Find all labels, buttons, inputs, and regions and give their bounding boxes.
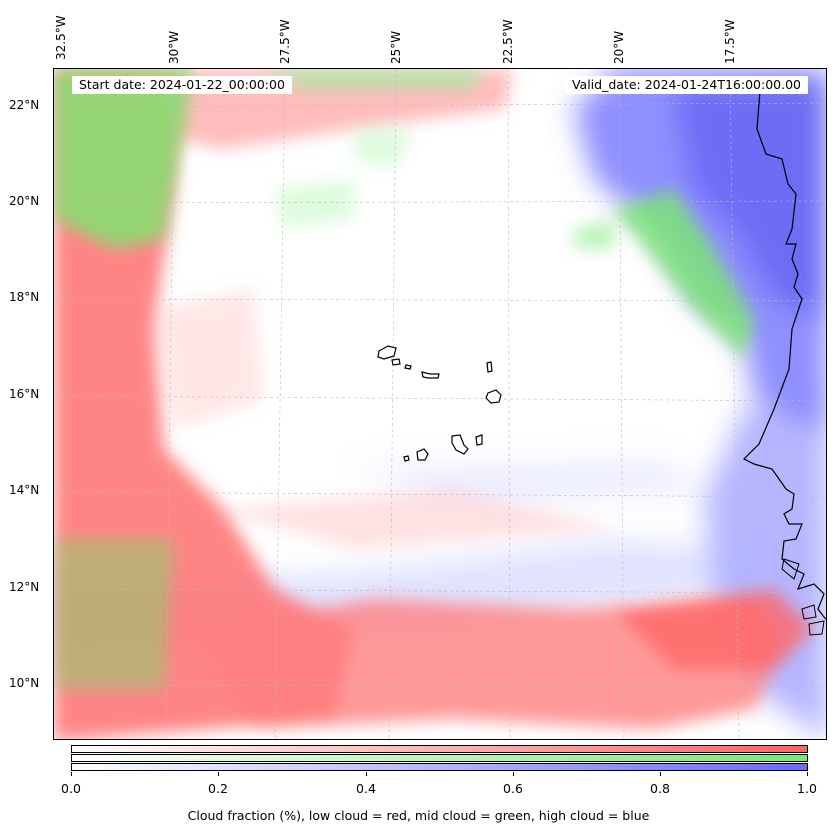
low-cloud-streak bbox=[214, 489, 614, 549]
island-santa-luzia bbox=[404, 364, 412, 370]
island-santo-antao bbox=[377, 345, 397, 360]
colorbar-tick-label: 0.4 bbox=[356, 781, 376, 796]
mid-cloud-layer bbox=[54, 69, 754, 689]
island-santiago bbox=[451, 434, 469, 455]
cloud-fraction-map bbox=[54, 69, 826, 739]
island-boa-vista bbox=[485, 389, 502, 404]
mid-cloud-n bbox=[254, 69, 484, 89]
start-date-label: Start date: 2024-01-22_00:00:00 bbox=[72, 76, 292, 94]
colorbar-tick-label: 0.6 bbox=[503, 781, 523, 796]
colorbar-tickmark bbox=[71, 772, 72, 776]
colorbar-low-cloud bbox=[71, 745, 808, 753]
colorbar-tickmark bbox=[807, 772, 808, 776]
island-maio bbox=[475, 434, 483, 446]
lon-label: 27.5°W bbox=[278, 19, 292, 64]
map-panel[interactable] bbox=[53, 68, 827, 740]
lon-label: 22.5°W bbox=[501, 19, 515, 64]
colorbar-mid-cloud bbox=[71, 754, 808, 762]
lat-label: 10°N bbox=[9, 676, 40, 690]
colorbar-tick-label: 1.0 bbox=[797, 781, 817, 796]
colorbar-caption: Cloud fraction (%), low cloud = red, mid… bbox=[187, 808, 650, 823]
lon-label: 30°W bbox=[167, 30, 181, 64]
colorbar-tick-label: 0.0 bbox=[61, 781, 81, 796]
low-cloud-west-haze bbox=[154, 289, 264, 429]
high-cloud-coast-s bbox=[704, 399, 826, 739]
colorbar-tickmark bbox=[513, 772, 514, 776]
africa-coastline-detail bbox=[781, 558, 825, 636]
lat-label: 16°N bbox=[9, 387, 40, 401]
low-cloud-se bbox=[614, 589, 814, 669]
lat-label: 20°N bbox=[9, 194, 40, 208]
island-fogo bbox=[416, 448, 429, 461]
colorbar-tickmark bbox=[366, 772, 367, 776]
colorbar bbox=[71, 745, 808, 771]
lon-label: 17.5°W bbox=[723, 19, 737, 64]
lon-label: 32.5°W bbox=[54, 15, 68, 60]
colorbar-tick-label: 0.2 bbox=[208, 781, 228, 796]
lon-label: 25°W bbox=[389, 30, 403, 64]
island-sal bbox=[486, 361, 493, 373]
africa-coastline bbox=[742, 90, 826, 620]
gridlines bbox=[54, 69, 826, 739]
mid-cloud-sw bbox=[54, 539, 174, 689]
mid-cloud-ne-light bbox=[274, 179, 354, 229]
high-cloud-ne-core bbox=[674, 79, 826, 319]
island-brava bbox=[403, 455, 410, 462]
lat-label: 18°N bbox=[9, 290, 40, 304]
island-sao-nicolau bbox=[421, 371, 440, 379]
lon-label: 20°W bbox=[612, 30, 626, 64]
island-sao-vicente bbox=[391, 358, 401, 366]
mid-cloud-nw bbox=[54, 69, 194, 249]
colorbar-high-cloud bbox=[71, 763, 808, 771]
mid-cloud-ne-light2 bbox=[354, 129, 414, 169]
colorbar-tick-label: 0.8 bbox=[650, 781, 670, 796]
mid-cloud-east2 bbox=[574, 219, 614, 249]
lat-label: 12°N bbox=[9, 580, 40, 594]
cape-verde-islands bbox=[377, 345, 502, 462]
colorbar-tickmark bbox=[660, 772, 661, 776]
colorbar-tickmark bbox=[218, 772, 219, 776]
lat-label: 14°N bbox=[9, 483, 40, 497]
mid-cloud-east bbox=[614, 189, 754, 359]
valid-date-label: Valid_date: 2024-01-24T16:00:00.00 bbox=[564, 76, 808, 94]
lat-label: 22°N bbox=[9, 98, 40, 112]
